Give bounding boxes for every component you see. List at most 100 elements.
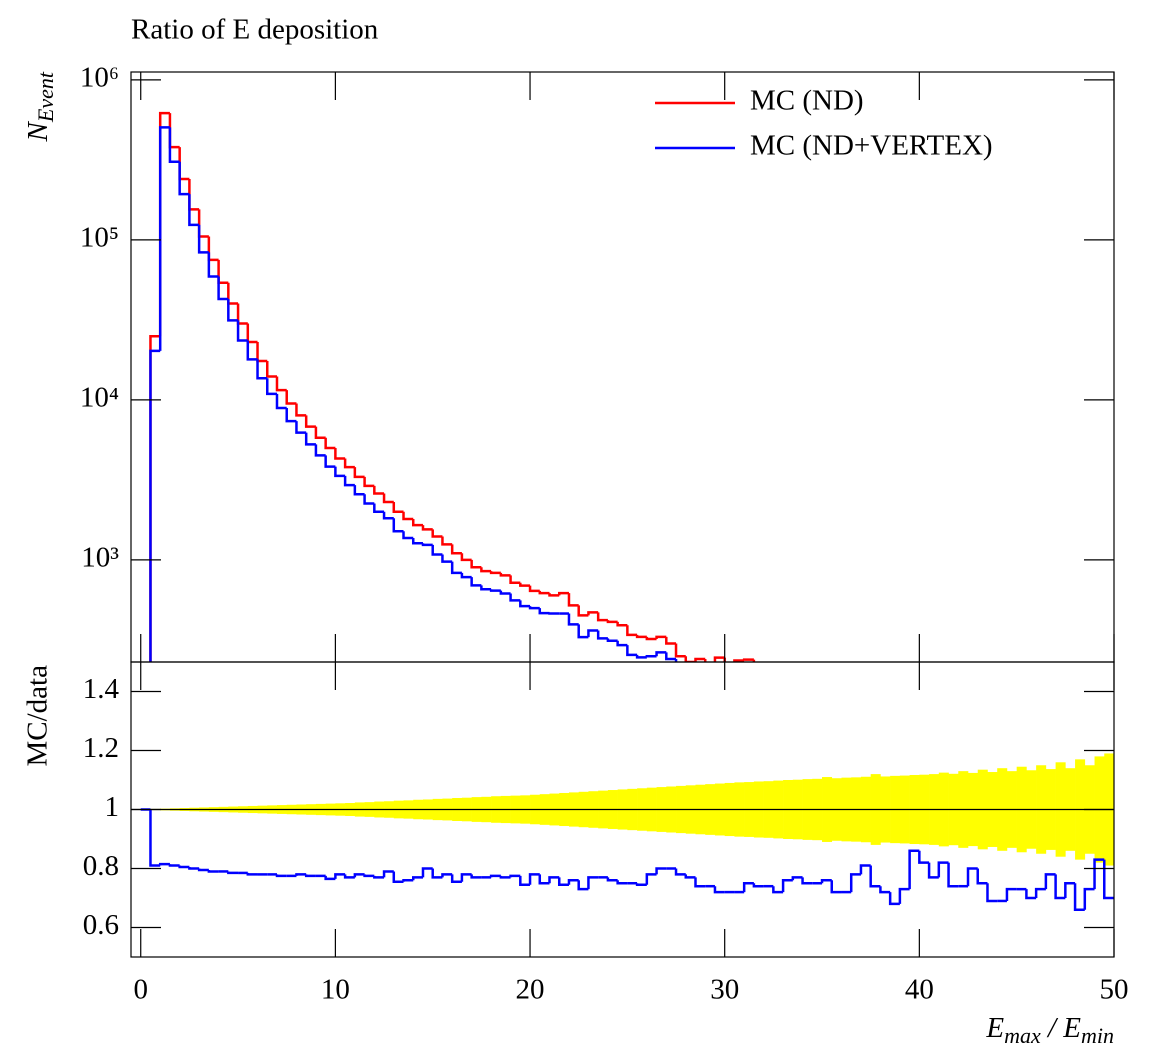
histogram-step [626,645,638,657]
histogram-step [373,485,385,495]
histogram-step [703,659,707,662]
histogram-step [382,493,394,504]
histogram-step [567,593,579,607]
histogram-step [978,755,988,762]
histogram-step [841,719,851,722]
histogram-step [725,681,735,688]
histogram-step [674,643,686,658]
x-tick-label: 50 [1100,974,1129,1006]
histogram-step [178,147,190,181]
x-tick-label: 0 [133,974,148,1006]
ratio-step [460,873,472,882]
ratio-step [986,883,998,903]
ratio-step [450,874,462,884]
histogram-step [773,675,783,677]
histogram-step [236,320,248,342]
histogram-step [655,651,667,657]
histogram-step [939,745,949,747]
ratio-step [918,850,930,864]
histogram-step [832,713,842,719]
axes: MC (ND) MC (ND+VERTEX) NEvent 10³ 10⁴ 10⁵ 10⁶ M… [22,62,1129,1049]
histogram-step [910,734,920,742]
histogram-step [949,745,959,757]
histogram-step [567,613,579,626]
histogram-step [304,415,316,428]
histogram-step [460,572,472,579]
histogram-step [871,722,881,731]
histogram-step [1017,751,1027,753]
histogram-step [861,704,871,707]
ratio-step [441,873,453,878]
histogram-step [616,640,628,647]
ratio-step [801,877,813,885]
histogram-step [334,448,346,460]
histogram-step [939,729,949,731]
ratio-step [207,869,219,873]
ratio-step [742,882,754,893]
histogram-step [246,323,258,344]
histogram-step [764,693,774,696]
ratio-step [1005,887,1017,901]
histogram-step [1036,755,1046,757]
histogram-step [411,519,423,527]
histogram-step [773,696,783,700]
ratio-step [363,874,375,878]
ratio-step [1054,874,1066,900]
histogram-step [635,634,647,639]
histogram-step [295,403,307,417]
histogram-step [987,743,997,745]
x-axis-label-part: / [1041,1012,1064,1044]
ratio-step [937,861,949,878]
histogram-step [158,111,170,337]
histogram-step [557,591,569,596]
ratio-step [528,873,540,885]
histogram-step [489,571,501,575]
histogram-step [275,393,287,410]
histogram-step [480,585,492,591]
histogram-step [822,711,832,713]
histogram-step [431,529,443,538]
histogram-step [803,701,813,707]
histogram-step [314,444,326,457]
histogram-step [489,589,501,592]
histogram-step [266,378,277,396]
ratio-step [392,871,404,884]
histogram-step [528,606,540,610]
legend-label: MC (ND+VERTEX) [750,130,993,162]
x-axis-label-part: E [985,1012,1004,1044]
histogram-step [334,466,346,478]
ratio-step [947,862,959,888]
histogram-step [958,735,968,737]
ratio-step [752,883,764,888]
histogram-step [421,543,433,547]
histogram-step [616,621,628,627]
ratio-step [976,868,988,885]
histogram-step [645,654,657,658]
chart-title: Ratio of E deposition [131,14,379,46]
ratio-step [849,873,861,893]
ratio-step [966,867,978,887]
ratio-step [888,892,900,906]
ratio-step [1073,883,1085,912]
histogram-step [665,652,677,661]
histogram-step [900,716,910,719]
histogram-step [861,721,871,722]
histogram-step [997,745,1007,749]
histogram-step [441,536,453,546]
histogram-step [742,658,754,661]
ratio-step [246,872,258,876]
x-tick-label: 40 [905,974,934,1006]
histogram-step [851,721,861,722]
histogram-step [236,303,248,325]
histogram-step [968,737,978,740]
histogram-step [596,612,608,622]
ratio-step [227,871,239,875]
histogram-step [460,553,472,562]
ratio-step [324,875,336,881]
ratio-step [470,874,482,879]
histogram-step [528,585,540,593]
ratio-step [684,874,696,879]
histogram-step [978,740,988,743]
histogram-step [919,734,929,740]
histogram-step [519,582,531,587]
